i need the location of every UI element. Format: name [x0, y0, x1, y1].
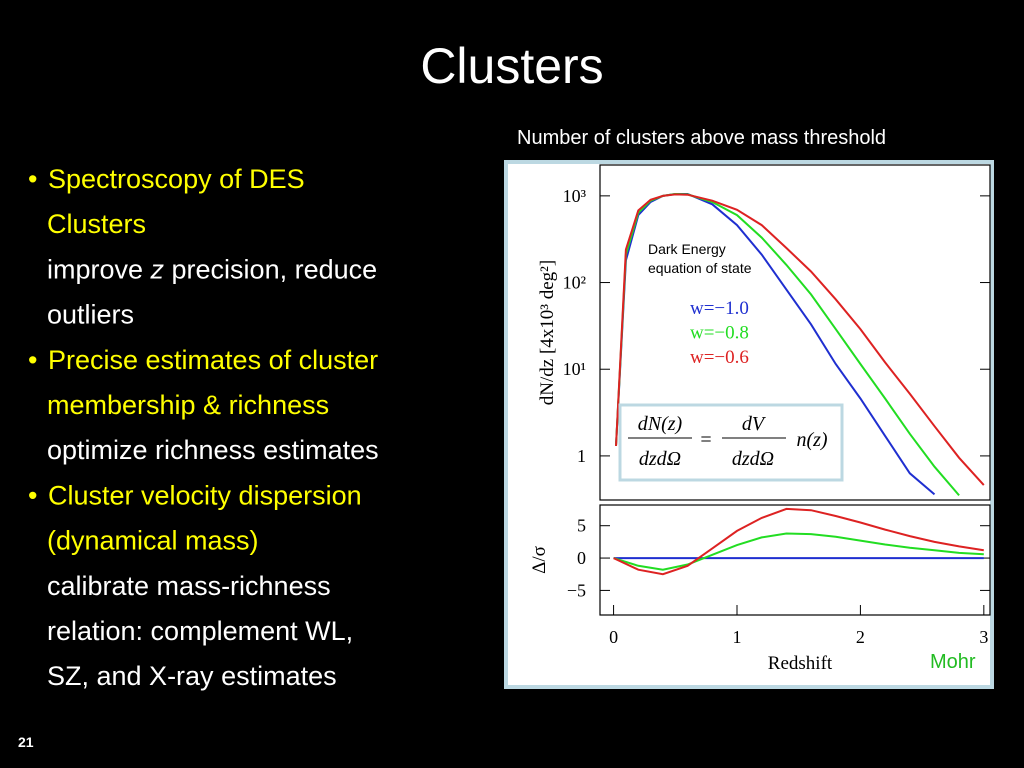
x-tick-label: 3	[979, 627, 988, 647]
legend-entry: w=−1.0	[690, 298, 749, 319]
series-line	[615, 193, 936, 496]
plot-area	[599, 504, 991, 616]
formula-text: dzdΩ	[639, 448, 681, 470]
y-tick-label: 0	[577, 548, 586, 568]
y-tick-label: 1	[577, 446, 586, 466]
text-segment: improve	[47, 254, 151, 284]
bullet-detail: improve z precision, reduce	[47, 254, 377, 284]
y-axis-label: dN/dz [4x10³ deg²]	[537, 260, 558, 405]
bullet-heading: Cluster velocity dispersion	[48, 480, 362, 510]
x-axis-label: Redshift	[768, 653, 833, 674]
bullet-detail: calibrate mass-richness	[47, 571, 331, 601]
bullet-heading: Precise estimates of cluster	[48, 345, 378, 375]
series-line	[613, 507, 984, 576]
annotation: Dark Energy	[648, 241, 726, 257]
y-axis-label: Δ/σ	[529, 546, 550, 574]
bullet-heading: (dynamical mass)	[47, 526, 259, 556]
bullet-detail: relation: complement WL,	[47, 616, 353, 646]
text-segment: z	[150, 254, 165, 284]
bullet-detail: outliers	[47, 300, 134, 330]
x-tick-label: 1	[732, 627, 741, 647]
bullet-marker: •	[28, 345, 37, 375]
y-tick-label: 5	[577, 516, 586, 536]
bullet-detail: SZ, and X-ray estimates	[47, 661, 337, 691]
legend-entry: w=−0.6	[690, 347, 749, 368]
credit: Mohr	[930, 651, 976, 673]
bullet-heading: Spectroscopy of DES	[48, 164, 305, 194]
bullet-detail: optimize richness estimates	[47, 435, 379, 465]
x-tick-label: 0	[609, 627, 618, 647]
formula-text: =	[700, 429, 711, 451]
bullet-heading: membership & richness	[47, 390, 329, 420]
plot-area	[599, 164, 991, 501]
annotation: equation of state	[648, 260, 752, 276]
formula-text: n(z)	[796, 429, 827, 451]
legend-entry: w=−0.8	[690, 323, 749, 344]
y-tick-label: 10³	[563, 186, 587, 206]
y-tick-label: 10¹	[563, 359, 586, 379]
formula-box	[618, 403, 844, 482]
bullet-heading: Clusters	[47, 209, 146, 239]
y-tick-label: −5	[567, 580, 586, 600]
formula-text: dzdΩ	[732, 448, 774, 470]
x-tick-label: 2	[856, 627, 865, 647]
bullet-marker: •	[28, 164, 37, 194]
text-segment: precision, reduce	[164, 254, 377, 284]
series-line	[615, 193, 985, 486]
page-number: 21	[18, 734, 34, 750]
formula-text: dN(z)	[638, 413, 683, 435]
figure-caption: Number of clusters above mass threshold	[517, 127, 886, 149]
bullet-marker: •	[28, 480, 37, 510]
y-tick-label: 10²	[563, 273, 586, 293]
formula-text: dV	[742, 413, 767, 435]
slide-title: Clusters	[420, 38, 603, 94]
series-line	[613, 532, 984, 571]
